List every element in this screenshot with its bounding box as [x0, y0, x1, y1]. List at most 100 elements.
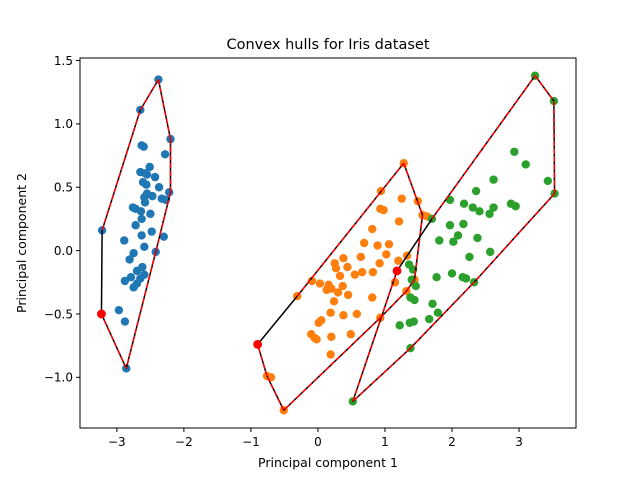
series-1-point [129, 248, 138, 258]
series-2-point [307, 276, 317, 286]
series-1-point [142, 170, 152, 179]
series-1-point [129, 283, 138, 292]
series-2-point [322, 285, 331, 295]
plot-marks [97, 71, 559, 415]
series-3-point [543, 176, 553, 186]
series-1-point [139, 142, 148, 151]
x-tick-label: 0 [314, 435, 322, 449]
hull-3-dashed-edge [473, 193, 556, 283]
series-3-point [459, 199, 469, 208]
series-2-point [350, 270, 360, 279]
x-tick-label: 3 [515, 435, 523, 449]
series-3-point [489, 175, 498, 184]
series-1-point [142, 180, 151, 189]
series-3-point [410, 295, 419, 305]
series-2-point [331, 264, 341, 273]
series-1-point [114, 305, 124, 315]
series-1-point [136, 207, 146, 216]
hull-2-dashed-edge [283, 317, 381, 411]
series-3-point [489, 203, 498, 212]
series-1-point [148, 191, 157, 201]
x-tick-label: −3 [108, 435, 126, 449]
series-2-point [314, 318, 323, 328]
x-tick-label: 1 [381, 435, 389, 449]
hull-3-dashed-edge [352, 347, 411, 402]
series-3-point [445, 221, 455, 230]
series-2-point [346, 330, 355, 339]
series-3-point [453, 231, 463, 240]
hull-2-red-vertex [253, 339, 263, 349]
hull-1-dashed-edge [125, 251, 157, 369]
series-2-point [394, 256, 403, 265]
series-2-point [368, 224, 377, 234]
series-2-point [335, 271, 345, 281]
hull-1-dashed-edge [100, 313, 127, 369]
series-3-point [405, 318, 414, 328]
x-axis-label: Principal component 1 [258, 455, 398, 470]
hull-2-dashed-edge [405, 279, 416, 292]
hull-3-dashed-edge [534, 75, 555, 102]
series-2-point [397, 194, 406, 203]
hull-2-dashed-edge [266, 375, 285, 411]
series-3-point [461, 274, 471, 283]
series-2-point [339, 311, 348, 320]
series-3-point [433, 308, 443, 317]
x-tick-label: −2 [175, 435, 193, 449]
series-1-point [120, 276, 130, 286]
series-1-point [146, 209, 155, 219]
series-2-point [357, 267, 367, 277]
hull-2-dashed-edge [403, 162, 424, 216]
series-2-point [333, 288, 343, 297]
series-3-point [468, 203, 477, 212]
series-2-point [394, 217, 404, 226]
series-3-point [432, 273, 441, 282]
series-3-point [425, 314, 434, 324]
x-tick-label: 2 [448, 435, 456, 449]
series-2-point [315, 279, 325, 288]
y-tick-label: 1.0 [54, 117, 73, 131]
hull-3-dashed-edge [409, 281, 475, 349]
hull-2-dashed-edge [379, 290, 407, 319]
series-2-point [375, 259, 384, 268]
hull-1-dashed-edge [139, 79, 160, 111]
y-tick-label: 0.0 [54, 244, 73, 258]
hull-3-dashed-edge [431, 75, 536, 220]
series-1-point [145, 162, 154, 172]
axis-ticks: −3 −2 −1 0 1 2 3 −1.0 −0.5 0.0 0.5 1.0 1.5 [44, 54, 523, 449]
series-2-point [373, 241, 382, 250]
series-2-point [343, 262, 352, 272]
series-3-point [475, 207, 484, 216]
hull-1-red-vertex [97, 309, 106, 319]
y-tick-label: −0.5 [44, 307, 73, 321]
series-1-point [120, 236, 129, 245]
series-1-point [137, 214, 146, 224]
series-1-point [131, 221, 140, 230]
series-1-point [120, 317, 130, 326]
series-3-point [428, 299, 437, 309]
series-3-point [395, 321, 404, 330]
hull-3-dashed-edge [352, 270, 398, 402]
series-1-point [140, 198, 150, 207]
plot-frame [79, 57, 577, 429]
series-3-point [485, 209, 494, 219]
hull-1-dashed-edge [155, 192, 172, 253]
series-1-point [140, 242, 149, 251]
x-tick-label: −1 [242, 435, 260, 449]
y-tick-label: 0.5 [54, 181, 73, 195]
series-3-point [459, 219, 468, 229]
hull-1-dashed-edge [101, 109, 142, 231]
series-2-point [329, 297, 339, 306]
chart-title: Convex hulls for Iris dataset [226, 37, 429, 53]
series-3-point [449, 237, 458, 246]
series-1-point [154, 183, 164, 192]
series-2-point [343, 290, 353, 300]
series-1-point [125, 255, 134, 264]
series-1-point [132, 266, 142, 276]
hull-1-dashed-edge [157, 79, 172, 140]
series-2-point [327, 332, 336, 341]
series-2-point [352, 309, 362, 319]
y-tick-label: 1.5 [54, 54, 73, 68]
series-3-point [411, 281, 421, 291]
